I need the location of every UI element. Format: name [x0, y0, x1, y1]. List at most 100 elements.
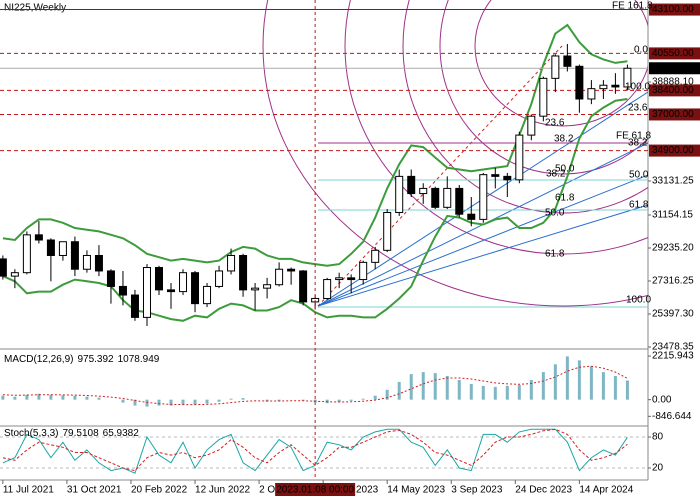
- candle-body: [142, 267, 151, 318]
- candle-body: [70, 241, 79, 270]
- candle-body: [563, 55, 572, 67]
- fibo-arc: [402, 0, 648, 214]
- level-label-box: [649, 108, 700, 121]
- candle-body: [587, 88, 596, 100]
- y-tick-label: 31154.15: [652, 210, 693, 221]
- candle-body: [359, 261, 368, 281]
- candle-body: [383, 211, 392, 251]
- macd-bar: [445, 376, 449, 400]
- legend-value: 975.392: [77, 354, 114, 365]
- level-label: 38400.00: [652, 85, 694, 96]
- candle-body: [443, 187, 452, 208]
- macd-bar: [85, 396, 89, 400]
- chart-title: NI225,Weekly: [4, 3, 66, 14]
- macd-bar: [553, 364, 557, 400]
- legend-value: 79.5108: [62, 428, 99, 439]
- macd-bar: [361, 398, 365, 400]
- fibo-arc: [439, 0, 648, 175]
- annotation: 50.0: [555, 164, 575, 175]
- candle-body: [22, 234, 31, 274]
- macd-bar: [229, 398, 233, 400]
- y-tick-label: 20: [652, 463, 664, 474]
- candle-body: [275, 268, 284, 286]
- macd-bar: [529, 379, 533, 400]
- annotation: 0.0: [634, 45, 648, 56]
- candle-body: [154, 267, 163, 291]
- candle-body: [46, 239, 55, 256]
- x-tick-label: 14 Apr 2024: [579, 485, 633, 496]
- macd-bar: [97, 397, 101, 400]
- annotation: 61.8: [629, 200, 649, 211]
- fibo-arc: [344, 0, 648, 255]
- candle-body: [539, 77, 548, 117]
- level-label: 43100.00: [652, 4, 694, 15]
- candle-body: [191, 272, 200, 305]
- annotation: FE 61.8: [616, 131, 651, 142]
- macd-bar: [145, 399, 149, 407]
- macd-bar: [181, 399, 185, 405]
- macd-bar: [409, 374, 413, 400]
- macd-bar: [577, 360, 581, 400]
- macd-bar: [73, 395, 77, 400]
- annotation: 23.6: [628, 103, 648, 114]
- stoch-line: [2, 428, 628, 474]
- macd-bar: [493, 386, 497, 400]
- y-tick-label: 23478.35: [652, 342, 694, 353]
- annotation: 38.2: [546, 169, 566, 180]
- level-label: 34900.00: [652, 145, 694, 156]
- candle-body: [527, 115, 536, 136]
- level-label-box: [649, 144, 700, 157]
- indicator-legend: Stoch(5,3,3) 79.5108 65.9382: [4, 428, 139, 439]
- candle-body: [371, 249, 380, 263]
- macd-bar: [433, 373, 437, 400]
- annotation: 61.8: [545, 249, 565, 260]
- macd-bar: [589, 366, 593, 400]
- x-tick-label: 12 Jun 2022: [195, 485, 250, 496]
- annotation: 61.8: [555, 193, 575, 204]
- x-tick-label: 20 Feb 2022: [131, 485, 188, 496]
- candle-body: [82, 254, 91, 270]
- macd-bar: [457, 379, 461, 400]
- x-tick-label: 31 Oct 2021: [67, 485, 122, 496]
- annotation: 50.0: [629, 170, 649, 181]
- macd-bar: [277, 399, 281, 402]
- macd-bar: [1, 395, 5, 400]
- plot-area: [0, 9, 648, 326]
- y-tick-label: 29235.20: [652, 243, 694, 254]
- x-tick-label: 14 May 2023: [387, 485, 445, 496]
- candle-body: [407, 175, 416, 195]
- macd-bar: [349, 399, 353, 401]
- macd-signal: [2, 365, 628, 406]
- macd-bar: [601, 372, 605, 400]
- annotation: 50.0: [545, 208, 565, 219]
- candle-body: [623, 67, 632, 88]
- fibo-fan: [317, 204, 648, 307]
- candle-body: [118, 285, 127, 296]
- candle-body: [491, 174, 500, 177]
- candle-body: [287, 268, 296, 272]
- macd-bar: [169, 399, 173, 406]
- candle-body: [0, 258, 7, 277]
- candle-body: [130, 294, 139, 318]
- indicator-legend: MACD(12,26,9) 975.392 1078.949: [4, 354, 160, 365]
- level-label: 37000.00: [652, 109, 694, 120]
- legend-value: Stoch(5,3,3): [4, 428, 58, 439]
- y-tick-label: 27316.25: [652, 276, 694, 287]
- candle-body: [251, 287, 260, 291]
- candle-body: [431, 187, 440, 208]
- candle-body: [179, 272, 188, 293]
- macd-bar: [505, 385, 509, 400]
- macd-bar: [397, 381, 401, 400]
- crosshair-label: 2023.01.08 00:00: [276, 485, 354, 496]
- candle-body: [515, 134, 524, 181]
- macd-bar: [373, 395, 377, 400]
- macd-bar: [469, 383, 473, 400]
- macd-bar: [301, 399, 305, 401]
- candle-body: [335, 277, 344, 281]
- candle-body: [503, 175, 512, 181]
- macd-bar: [481, 385, 485, 400]
- fibo-arc: [474, 0, 648, 127]
